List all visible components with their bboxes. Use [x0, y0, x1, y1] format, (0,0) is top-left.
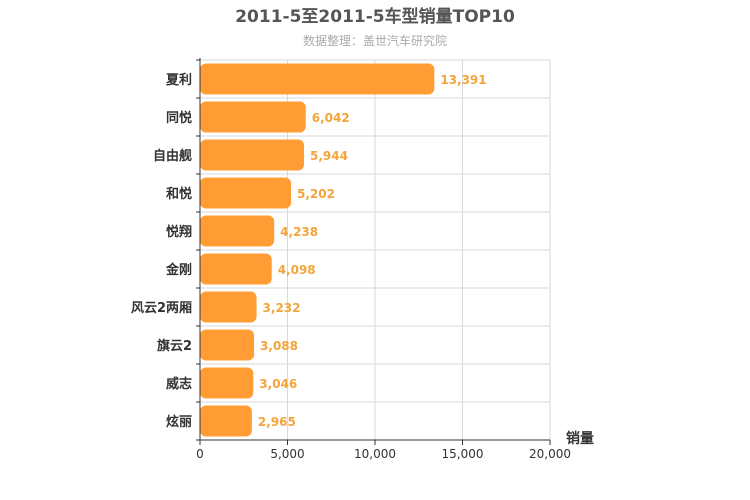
bar [200, 139, 305, 171]
bar-value-label: 6,042 [312, 111, 350, 125]
bar-value-label: 3,088 [260, 339, 298, 353]
bar [200, 329, 255, 361]
category-label: 炫丽 [166, 414, 192, 430]
bar [200, 215, 275, 247]
bar-value-label: 4,098 [278, 263, 316, 277]
category-label: 金刚 [165, 262, 192, 278]
category-label: 同悦 [166, 110, 192, 126]
bar [200, 101, 306, 133]
category-label: 风云2两厢 [131, 301, 192, 316]
bar [200, 291, 257, 323]
bar-value-label: 13,391 [440, 73, 486, 87]
bar-value-label: 5,944 [310, 149, 348, 163]
x-tick-label: 20,000 [529, 447, 571, 461]
bar [200, 177, 292, 209]
grid-lines [200, 59, 551, 441]
category-label: 威志 [166, 376, 192, 392]
x-tick-label: 5,000 [270, 447, 304, 461]
chart-subtitle: 数据整理：盖世汽车研究院 [303, 33, 447, 48]
axes [196, 58, 551, 445]
bar [200, 367, 254, 399]
chart-title: 2011-5至2011-5车型销量TOP10 [235, 6, 515, 27]
bar [200, 405, 252, 437]
bar-value-label: 4,238 [280, 225, 318, 239]
category-label: 自由舰 [153, 148, 192, 164]
bar-value-label: 3,046 [259, 377, 297, 391]
category-label: 和悦 [166, 186, 192, 202]
bar-value-label: 3,232 [263, 301, 301, 315]
x-tick-label: 0 [196, 447, 204, 461]
x-tick-label: 15,000 [442, 447, 484, 461]
category-label: 夏利 [165, 72, 192, 88]
bar-value-label: 2,965 [258, 415, 296, 429]
bar-value-label: 5,202 [297, 187, 335, 201]
category-label: 旗云2 [157, 338, 192, 354]
category-label: 悦翔 [166, 224, 192, 240]
bars [200, 63, 435, 437]
x-tick-label: 10,000 [354, 447, 396, 461]
bar [200, 253, 272, 285]
x-axis-title: 销量 [566, 430, 594, 447]
labels: 13,391 夏利 6,042 同悦 5,944 自由舰 5,202 和悦 4,238 悦翔 4,0… [131, 72, 571, 461]
bar [200, 63, 435, 95]
